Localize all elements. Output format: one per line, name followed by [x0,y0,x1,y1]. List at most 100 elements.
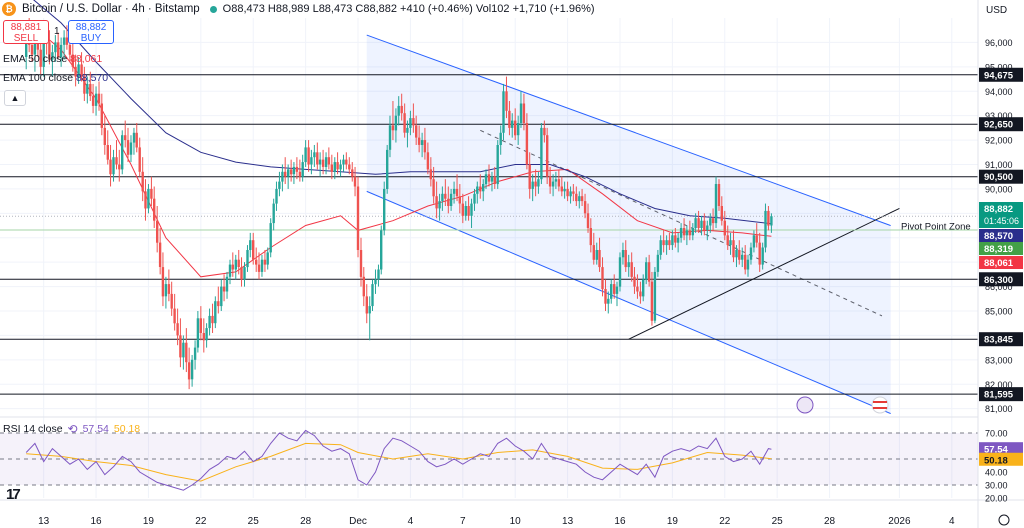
candle-body [394,115,398,131]
candle-body [636,286,639,292]
candle-body [583,201,587,214]
candle-body [135,132,138,148]
candle-body [761,247,764,265]
rsi-line [25,429,772,491]
countdown-label: 01:45:06 [984,216,1019,226]
time-tick-label: 25 [772,516,784,527]
candle-body [313,152,316,158]
candle-body [182,342,185,358]
candle-body [97,93,101,104]
candle-body [659,240,662,255]
price-tick-label: 83,000 [985,355,1013,365]
candle-body [336,162,339,170]
level-badge-label: 83,845 [984,335,1014,346]
spread-value: 1 [54,26,60,37]
candle-body [106,145,109,160]
candle-body [467,206,470,216]
candle-body [543,127,546,136]
candle-body [703,220,706,231]
candle-body [100,103,103,128]
candle-body [770,216,773,226]
candle-body [589,228,592,246]
candle-body [222,286,226,292]
ema50-legend[interactable]: EMA 50 close 88,061 [3,53,102,65]
candle-body [339,164,342,170]
ema50-value: 88,061 [70,53,103,65]
candle-body [115,157,118,165]
candle-body [132,132,136,143]
candle-body [522,103,526,123]
candle-body [156,220,159,243]
candle-body [25,37,28,57]
candle-body [546,135,549,177]
price-badge [979,256,1023,269]
buy-button[interactable]: 88,882 BUY [68,20,114,44]
candle-body [537,179,540,187]
rsi-tick-label: 70.00 [985,429,1008,439]
rsi-value: 57.54 [82,423,109,435]
time-tick-label: 25 [248,516,260,527]
rsi-settings-icon[interactable]: ⟲ [67,422,78,436]
candle-body [528,164,531,189]
candle-body [479,186,482,192]
candle-body [461,203,464,216]
candle-body [726,235,729,246]
candle-body [176,323,179,336]
candle-body [412,118,415,126]
candle-body [388,125,392,150]
candle-body [144,191,147,209]
candle-body [83,76,86,94]
candle-body [744,254,747,270]
candle-body [249,240,252,250]
level-badge [979,387,1023,402]
candle-body [575,193,578,202]
candle-body [217,301,220,307]
candle-body [548,176,552,187]
sell-button[interactable]: 88,881 SELL [3,20,49,44]
candle-body [514,120,517,136]
candle-body [89,83,92,97]
symbol-title[interactable]: Bitcoin / U.S. Dollar · 4h · Bitstamp [22,3,200,15]
candle-body [738,250,741,260]
candle-body [91,96,95,106]
rsi-tick-label: 30.00 [985,481,1008,491]
rsi-ma-line [26,442,772,482]
candle-body [493,176,496,184]
candle-body [327,157,331,165]
candle-body [316,152,319,165]
candle-body [624,250,627,268]
collapse-legend-button[interactable]: ▲ [4,90,26,106]
candle-body [484,174,488,185]
rsi-ma-value: 50.18 [113,423,141,435]
candle-body [688,230,691,236]
time-tick-label: 19 [143,516,155,527]
price-badge-label: 88,061 [984,258,1014,269]
channel-lower-line [366,190,891,415]
candle-body [694,218,697,228]
candle-body [348,164,351,170]
candle-body [607,298,610,304]
candle-body [307,147,310,165]
candle-body [321,159,325,167]
candle-body [109,159,112,175]
candle-body [359,250,363,277]
level-badge-label: 90,500 [984,172,1013,183]
candle-body [758,242,761,265]
candle-body [566,188,569,197]
candle-body [409,118,412,128]
candle-body [371,284,374,307]
candle-body [586,213,590,228]
candle-body [671,235,674,246]
candle-body [281,171,284,182]
candle-body [190,359,194,380]
ema100-legend[interactable]: EMA 100 close 88,570 [3,72,108,84]
candle-body [578,196,581,202]
time-tick-label: 10 [510,516,522,527]
candle-body [444,193,447,199]
rsi-legend[interactable]: RSI 14 close ⟲ 57.54 50.18 [3,422,140,436]
candle-body [697,218,700,228]
candle-body [499,132,502,145]
candle-body [199,318,202,333]
price-tick-label: 82,000 [985,380,1013,390]
